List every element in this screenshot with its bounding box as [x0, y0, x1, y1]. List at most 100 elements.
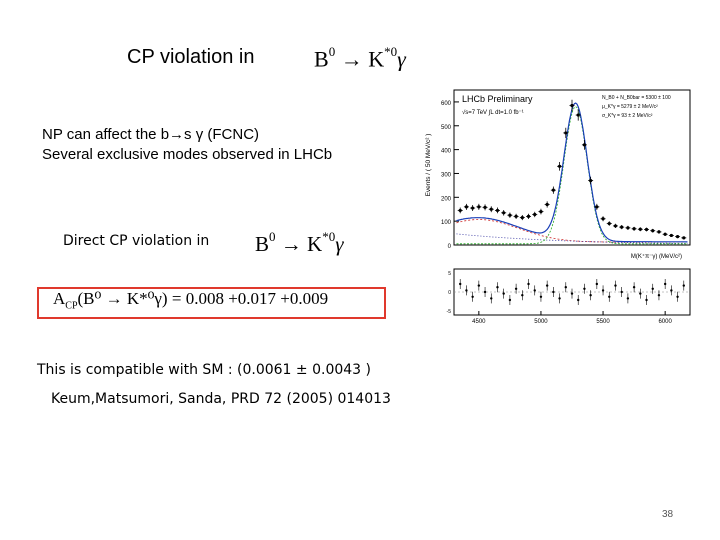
residual-point	[545, 284, 549, 287]
residual-tick-label: 5	[448, 271, 451, 277]
title-formula: B0 → K*0γ	[314, 44, 406, 72]
x-axis-label: M(K⁺π⁻γ) (MeV/c²)	[631, 253, 682, 260]
residual-point	[601, 289, 605, 292]
data-point	[502, 211, 506, 215]
y-axis-label: Events / ( 50 MeV/c² )	[425, 134, 432, 197]
residual-point	[459, 282, 462, 286]
residual-point	[496, 286, 499, 289]
residual-point	[552, 290, 555, 294]
data-point	[545, 202, 549, 207]
acp-result-box	[37, 287, 386, 319]
residual-point	[471, 295, 474, 298]
data-point	[644, 227, 649, 232]
residual-point	[663, 282, 667, 286]
y-tick-label: 400	[441, 149, 452, 155]
x-tick-label: 6000	[658, 319, 672, 325]
data-point	[533, 212, 537, 217]
data-point	[626, 226, 630, 230]
residual-point	[577, 298, 580, 302]
residual-point	[589, 294, 592, 297]
data-point	[526, 214, 531, 218]
y-tick-label: 300	[441, 172, 452, 178]
x-tick-label: 5500	[596, 319, 610, 325]
legend-entry: σ_K*γ = 93 ± 2 MeV/c²	[602, 113, 653, 119]
data-point	[589, 179, 593, 183]
data-point	[632, 227, 636, 231]
residual-point	[583, 287, 586, 290]
np-line-1: NP can affect the b→s γ (FCNC)	[42, 126, 260, 143]
residual-point	[657, 294, 661, 297]
residual-point	[676, 295, 679, 298]
residual-point	[564, 286, 567, 289]
data-point	[564, 131, 568, 135]
lhcb-mass-plot: 0 100 200 300 400 500 600 Events / ( 50 MeV/c² …	[425, 89, 691, 325]
y-tick-label: 100	[441, 220, 452, 226]
residual-point	[527, 282, 530, 286]
reference-text: Keum,Matsumori, Sanda, PRD 72 (2005) 014…	[51, 391, 391, 407]
residual-point	[483, 290, 487, 294]
direct-cp-label: Direct CP violation in	[63, 233, 210, 249]
residual-point	[670, 289, 673, 292]
residual-point	[514, 287, 518, 290]
y-tick-label: 0	[448, 244, 452, 250]
residual-point	[539, 295, 543, 298]
acp-result-text: ACP(B⁰ → K*⁰γ) = 0.008 +0.017 +0.009	[53, 289, 329, 312]
data-point	[657, 230, 661, 234]
data-point	[464, 205, 469, 209]
signal-curve	[456, 106, 688, 245]
y-tick-label: 200	[441, 196, 452, 202]
background-curve-2	[456, 233, 688, 244]
data-point	[551, 188, 555, 192]
data-point	[458, 208, 462, 213]
data-point	[620, 225, 624, 229]
y-tick-label: 500	[441, 125, 452, 131]
residual-point	[620, 290, 623, 294]
residual-point	[477, 284, 481, 287]
residual-point	[632, 286, 636, 289]
page-number: 38	[662, 509, 674, 520]
residual-point	[508, 298, 512, 302]
data-point	[675, 235, 680, 239]
data-point	[663, 232, 667, 236]
residual-point	[595, 282, 599, 286]
data-point	[570, 103, 574, 108]
data-point	[483, 205, 487, 209]
data-point	[495, 208, 500, 213]
residual-point	[558, 297, 561, 300]
legend-entry: μ_K*γ = 5279 ± 2 MeV/c²	[602, 104, 658, 110]
residual-point	[502, 292, 505, 295]
residual-point	[682, 284, 685, 287]
data-point	[508, 213, 512, 217]
x-tick-label: 4500	[472, 319, 486, 325]
data-point	[613, 224, 618, 228]
data-point	[520, 215, 524, 220]
residual-point	[490, 297, 493, 300]
residual-point	[651, 287, 654, 290]
data-point	[682, 236, 686, 240]
plot-layer: 0 100 200 300 400 500 600 Events / ( 50 MeV/c² …	[425, 89, 691, 325]
sm-compatibility-text: This is compatible with SM : (0.0061 ± 0…	[37, 362, 371, 378]
residual-point	[639, 292, 642, 295]
data-point	[595, 205, 599, 209]
data-point	[576, 113, 580, 117]
residual-point	[608, 295, 611, 298]
data-point	[669, 233, 673, 238]
data-point	[651, 229, 655, 233]
residual-point	[465, 289, 468, 292]
data-point	[471, 206, 475, 210]
residual-point	[645, 298, 648, 302]
residual-point	[521, 294, 524, 297]
residual-point	[614, 284, 617, 287]
legend-entry: N_B0 + N_B0bar = 5300 ± 100	[602, 95, 671, 101]
data-point	[539, 210, 543, 214]
direct-cp-formula: B0 → K*0γ	[255, 229, 344, 256]
residual-tick-label: -5	[447, 309, 452, 315]
data-point	[638, 227, 642, 231]
plot-annotation: √s=7 TeV ∫L dt=1.0 fb⁻¹	[462, 109, 524, 116]
data-point	[514, 214, 518, 218]
residual-point	[533, 289, 536, 292]
residual-point	[626, 297, 630, 300]
data-point	[477, 205, 481, 209]
plot-title: LHCb Preliminary	[462, 94, 533, 104]
residual-tick-label: 0	[448, 290, 451, 296]
